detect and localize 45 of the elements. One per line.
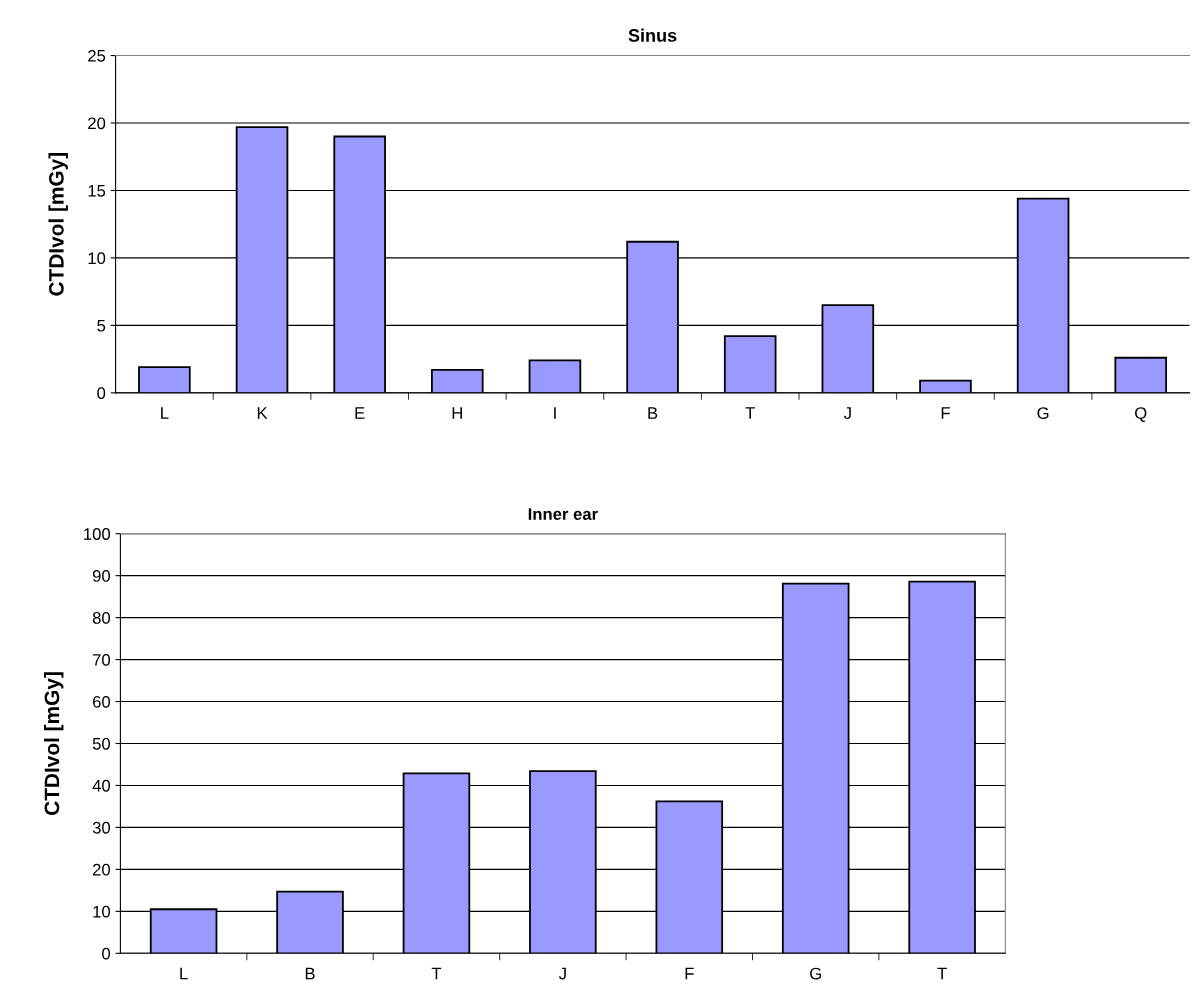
y-tick-label: 15 [88, 185, 106, 197]
x-tick-label: G [810, 967, 821, 980]
y-axis-title: CTDIvol [mGy] [48, 153, 68, 296]
chart-title: Sinus [628, 28, 677, 42]
x-tick-label: Q [1135, 407, 1147, 422]
x-tick-label: K [257, 407, 268, 419]
chart-title: Inner ear [528, 508, 598, 520]
y-tick-label: 100 [84, 528, 111, 540]
y-tick-label: 25 [88, 49, 106, 62]
y-tick-label: 20 [92, 863, 111, 876]
y-tick-label: 0 [97, 387, 106, 400]
y-axis-title: CTDIvol [mGy] [44, 672, 64, 815]
x-tick-label: L [180, 967, 188, 980]
x-tick-label: T [937, 967, 947, 980]
y-tick-label: 70 [93, 653, 111, 666]
x-tick-label: L [161, 407, 169, 419]
y-tick-label: 30 [92, 821, 111, 834]
y-tick-label: 60 [92, 695, 111, 708]
x-tick-label: G [1037, 407, 1049, 419]
x-tick-label: B [305, 967, 315, 980]
bar [528, 359, 582, 393]
bar [138, 366, 191, 393]
x-tick-label: H [452, 407, 462, 419]
x-tick-label: J [843, 407, 851, 419]
x-tick-label: E [355, 407, 365, 419]
y-tick-label: 0 [102, 947, 111, 960]
x-tick-label: F [941, 407, 950, 419]
x-tick-label: J [558, 967, 566, 980]
bar [431, 368, 484, 393]
y-tick-label: 50 [92, 737, 111, 750]
x-tick-label: T [745, 407, 755, 419]
bar [723, 335, 777, 393]
x-tick-label: B [648, 407, 658, 419]
x-tick-label: T [431, 967, 442, 980]
bar [1114, 356, 1168, 393]
y-tick-label: 20 [88, 117, 106, 130]
y-tick-label: 10 [93, 905, 111, 918]
x-tick-label: F [685, 967, 694, 980]
bar [919, 379, 972, 393]
y-tick-label: 5 [97, 319, 106, 332]
y-tick-label: 80 [92, 612, 111, 624]
x-tick-label: I [554, 407, 556, 419]
y-tick-label: 90 [92, 570, 111, 582]
y-tick-label: 40 [92, 779, 111, 792]
y-tick-label: 10 [88, 252, 106, 265]
